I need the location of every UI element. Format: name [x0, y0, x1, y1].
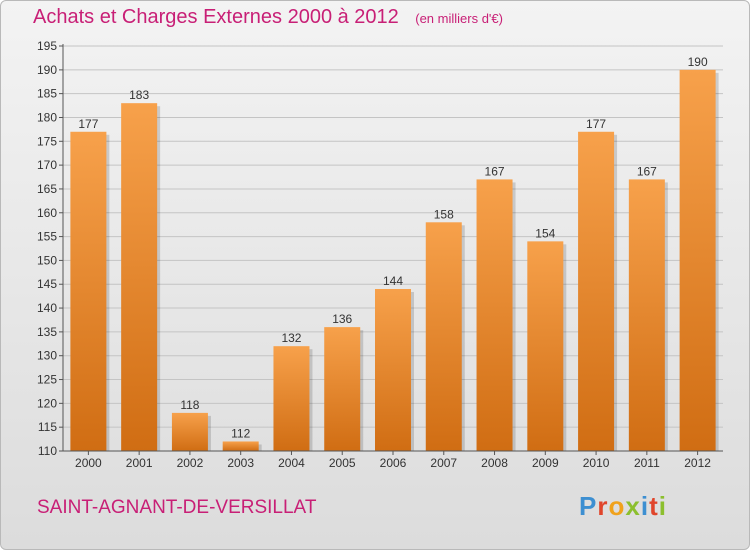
chart-title: Achats et Charges Externes 2000 à 2012 — [33, 6, 399, 28]
bar — [476, 179, 513, 452]
bar-value-label: 190 — [688, 55, 708, 69]
chart-title-block: Achats et Charges Externes 2000 à 2012 (… — [33, 6, 503, 29]
bar-value-label: 132 — [281, 331, 301, 345]
bar-value-label: 158 — [434, 207, 454, 221]
y-tick-label: 135 — [37, 325, 57, 339]
logo-letter: P — [579, 491, 598, 521]
y-tick-label: 190 — [37, 63, 57, 77]
y-tick-label: 160 — [37, 206, 57, 220]
y-tick-label: 120 — [37, 396, 57, 410]
proxiti-logo: Proxiti — [579, 491, 667, 522]
bar — [121, 103, 158, 452]
bar — [375, 289, 411, 451]
bars — [70, 69, 719, 452]
bar-value-label: 183 — [129, 88, 149, 102]
y-tick-label: 150 — [37, 253, 57, 267]
y-tick-label: 175 — [37, 134, 57, 148]
x-tick-label: 2007 — [430, 456, 457, 470]
logo-letter: x — [625, 491, 641, 521]
y-tick-label: 170 — [37, 158, 57, 172]
x-tick-label: 2012 — [684, 456, 711, 470]
x-tick-label: 2006 — [380, 456, 407, 470]
bar-value-label: 112 — [231, 426, 250, 440]
bar — [527, 241, 564, 451]
bar — [679, 69, 716, 451]
y-tick-label: 165 — [37, 182, 57, 196]
y-tick-label: 195 — [37, 39, 57, 53]
logo-letter: t — [649, 491, 659, 521]
bar-value-label: 167 — [485, 164, 505, 178]
labels: 110 115 120 125 130 135 140 145 150 155 160 165 170 1… — [37, 39, 711, 470]
y-tick-label: 115 — [38, 420, 57, 434]
x-tick-label: 2009 — [532, 456, 559, 470]
bar — [171, 412, 208, 451]
bar-value-label: 136 — [332, 312, 352, 326]
bar-value-label: 177 — [586, 117, 606, 131]
bar — [222, 441, 259, 451]
x-tick-label: 2001 — [126, 456, 153, 470]
axes — [59, 44, 723, 455]
x-tick-label: 2005 — [329, 456, 356, 470]
y-tick-label: 110 — [38, 444, 57, 458]
bar-value-label: 154 — [535, 226, 555, 240]
bar-value-label: 167 — [637, 164, 657, 178]
y-tick-label: 180 — [37, 110, 57, 124]
x-tick-label: 2003 — [227, 456, 254, 470]
y-tick-label: 155 — [37, 230, 57, 244]
chart-unit: (en milliers d'€) — [415, 11, 503, 26]
bar — [324, 327, 361, 451]
x-tick-label: 2011 — [634, 456, 660, 470]
logo-letter: o — [608, 491, 626, 521]
y-tick-label: 125 — [37, 373, 57, 387]
x-tick-label: 2004 — [278, 456, 305, 470]
x-tick-label: 2000 — [75, 456, 102, 470]
logo-letter: i — [640, 491, 650, 521]
logo-letter: i — [658, 491, 667, 521]
bar-chart: 110 115 120 125 130 135 140 145 150 155 160 165 170 1… — [37, 39, 723, 470]
bar — [425, 222, 462, 451]
x-tick-label: 2010 — [583, 456, 610, 470]
bar — [70, 131, 107, 451]
bar-value-label: 144 — [383, 274, 403, 288]
y-tick-label: 185 — [37, 87, 57, 101]
bar-value-label: 118 — [180, 398, 199, 412]
y-tick-label: 145 — [37, 277, 57, 291]
bar-value-label: 177 — [78, 117, 98, 131]
bar — [273, 346, 310, 451]
bar — [578, 131, 615, 451]
y-tick-label: 130 — [37, 349, 57, 363]
logo-letter: r — [597, 491, 609, 521]
commune-name: SAINT-AGNANT-DE-VERSILLAT — [37, 497, 317, 518]
x-tick-label: 2008 — [481, 456, 508, 470]
y-tick-label: 140 — [37, 301, 57, 315]
bar — [628, 179, 665, 452]
x-tick-label: 2002 — [177, 456, 204, 470]
